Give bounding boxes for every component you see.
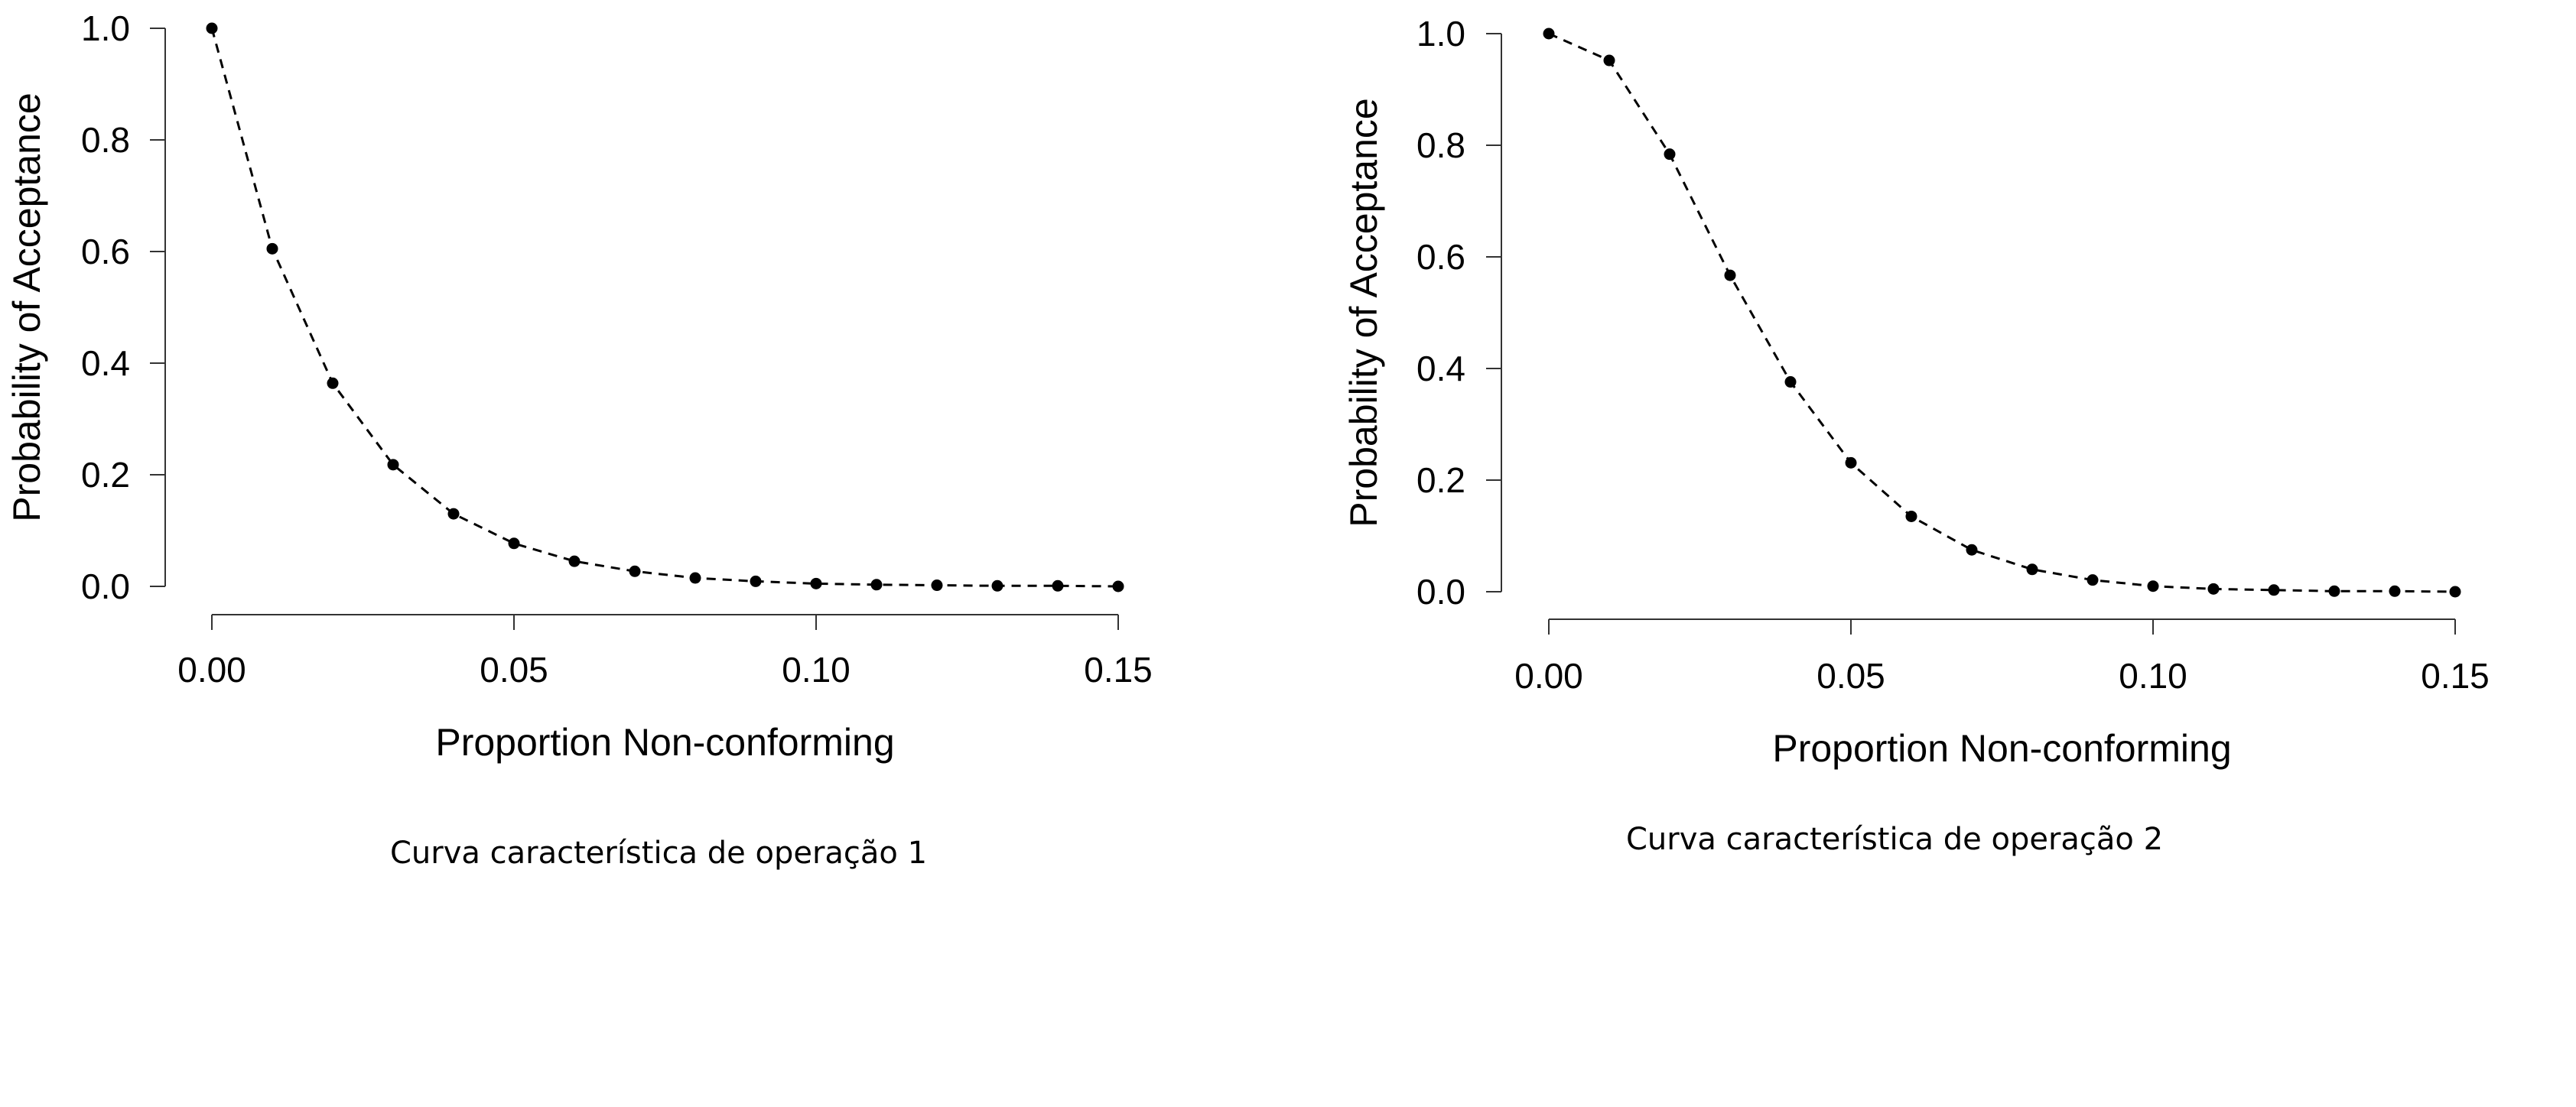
series-line bbox=[1548, 32, 2456, 593]
y-tick-label: 1.0 bbox=[1416, 14, 1465, 54]
chart-caption: Curva característica de operação 2 bbox=[1626, 822, 2164, 857]
data-point bbox=[931, 579, 943, 592]
data-point bbox=[1112, 580, 1124, 592]
y-axis-label: Probability of Acceptance bbox=[1342, 98, 1385, 527]
data-point bbox=[1905, 510, 1917, 522]
data-point bbox=[2268, 584, 2280, 596]
y-tick-label: 0.0 bbox=[81, 566, 130, 606]
x-tick-label: 0.15 bbox=[1084, 650, 1153, 690]
x-tick-label: 0.05 bbox=[1817, 656, 1885, 696]
y-tick-label: 0.6 bbox=[1416, 237, 1465, 277]
data-point bbox=[1052, 579, 1064, 592]
oc-curve-chart-2: 0.0 0.2 0.4 0.6 0.8 1.0 0.00 0.05 0.10 0.15 Propor… bbox=[1288, 0, 2576, 1107]
data-point bbox=[2207, 583, 2220, 595]
data-point bbox=[508, 537, 520, 550]
data-point bbox=[1603, 54, 1615, 67]
chart-caption: Curva característica de operação 1 bbox=[390, 836, 928, 871]
y-tick-label: 1.0 bbox=[81, 8, 130, 48]
y-tick-label: 0.2 bbox=[81, 455, 130, 495]
data-point bbox=[447, 508, 460, 520]
x-tick-label: 0.10 bbox=[2119, 656, 2187, 696]
data-point bbox=[750, 575, 762, 587]
data-point bbox=[2449, 586, 2461, 598]
y-tick-label: 0.2 bbox=[1416, 460, 1465, 500]
x-axis-label: Proportion Non-conforming bbox=[435, 721, 894, 764]
y-axis-label: Probability of Acceptance bbox=[5, 93, 48, 521]
y-tick-label: 0.8 bbox=[81, 120, 130, 160]
data-point bbox=[1966, 544, 1978, 556]
data-point bbox=[870, 579, 883, 591]
data-point bbox=[1664, 148, 1676, 161]
data-point bbox=[629, 565, 641, 577]
oc-curve-plot-1: 0.0 0.2 0.4 0.6 0.8 1.0 0.00 0.05 0.10 0.15 Propor… bbox=[5, 8, 1153, 764]
data-point bbox=[2328, 585, 2340, 597]
data-point bbox=[991, 579, 1003, 592]
data-point bbox=[206, 22, 218, 34]
x-tick-label: 0.15 bbox=[2421, 656, 2490, 696]
oc-curve-plot-2: 0.0 0.2 0.4 0.6 0.8 1.0 0.00 0.05 0.10 0.15 Propor… bbox=[1342, 14, 2490, 770]
data-point bbox=[689, 572, 701, 584]
data-point bbox=[1845, 456, 1857, 469]
oc-curve-chart-1: 0.0 0.2 0.4 0.6 0.8 1.0 0.00 0.05 0.10 0.15 Propor… bbox=[5, 8, 1153, 871]
data-point bbox=[568, 555, 581, 567]
data-point bbox=[387, 459, 399, 471]
data-point bbox=[2389, 585, 2401, 597]
data-point bbox=[2026, 563, 2038, 576]
y-tick-label: 0.8 bbox=[1416, 125, 1465, 165]
data-point bbox=[1724, 269, 1736, 281]
y-tick-label: 0.4 bbox=[1416, 349, 1465, 388]
data-point bbox=[2147, 580, 2159, 592]
x-tick-label: 0.10 bbox=[782, 650, 851, 690]
data-point bbox=[1543, 28, 1555, 40]
x-axis-label: Proportion Non-conforming bbox=[1772, 727, 2231, 770]
y-tick-label: 0.0 bbox=[1416, 572, 1465, 612]
data-point bbox=[266, 242, 278, 255]
data-point bbox=[2086, 574, 2099, 586]
x-tick-label: 0.05 bbox=[480, 650, 548, 690]
x-tick-label: 0.00 bbox=[1514, 656, 1583, 696]
data-point bbox=[1784, 376, 1797, 388]
x-tick-label: 0.00 bbox=[177, 650, 246, 690]
data-point bbox=[327, 377, 339, 389]
y-tick-label: 0.4 bbox=[81, 343, 130, 383]
y-tick-label: 0.6 bbox=[81, 232, 130, 271]
series-line bbox=[210, 28, 1119, 588]
data-point bbox=[810, 577, 822, 589]
